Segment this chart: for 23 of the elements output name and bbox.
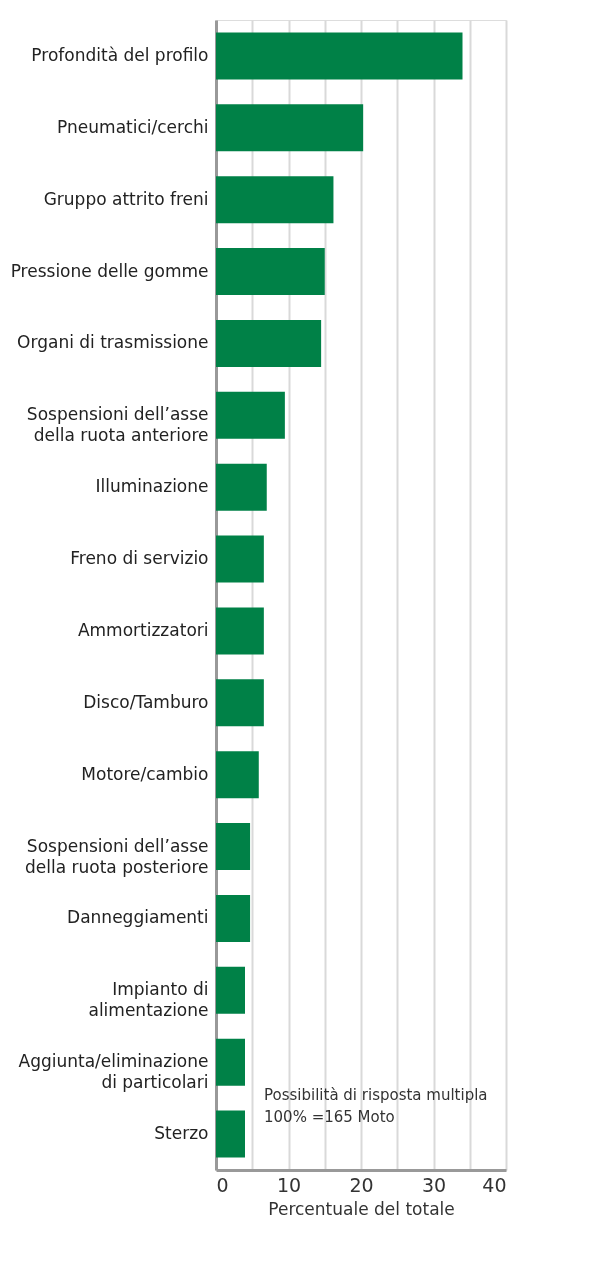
y-tick-label: Sterzo <box>154 1123 209 1144</box>
y-tick-label: Disco/Tamburo <box>83 691 209 712</box>
y-tick-label: Impianto di alimentazione <box>88 979 209 1021</box>
y-tick-label: Freno di servizio <box>70 548 209 569</box>
y-tick-label: Sospensioni dell’asse della ruota posteriore <box>24 835 209 877</box>
y-tick-label: Danneggiamenti <box>67 907 209 928</box>
x-axis-title: Percentuale del totale <box>268 1198 455 1219</box>
x-tick-label: 30 <box>421 1173 447 1196</box>
x-tick-label: 40 <box>482 1173 507 1196</box>
y-tick-label: Organi di trasmissione <box>17 332 209 353</box>
y-tick-label: Sospensioni dell’asse della ruota anteriore <box>26 404 209 446</box>
y-tick-label: Gruppo attrito freni <box>43 188 209 209</box>
x-tick-label: 10 <box>276 1173 302 1196</box>
y-tick-label: Illuminazione <box>95 476 209 497</box>
y-tick-label: Aggiunta/eliminazione di particolari <box>18 1051 209 1093</box>
x-tick-label: 0 <box>216 1173 229 1196</box>
x-tick-label: 20 <box>349 1173 374 1196</box>
y-tick-label: Pressione delle gomme <box>10 260 209 281</box>
y-tick-label: Motore/cambio <box>81 763 209 784</box>
y-tick-label: Pneumatici/cerchi <box>57 116 209 137</box>
annotation: Possibilità di risposta multipla 100% =165 Moto <box>264 1086 488 1126</box>
y-tick-label: Ammortizzatori <box>77 619 209 640</box>
y-tick-label: Profondità del profilo <box>31 44 209 65</box>
